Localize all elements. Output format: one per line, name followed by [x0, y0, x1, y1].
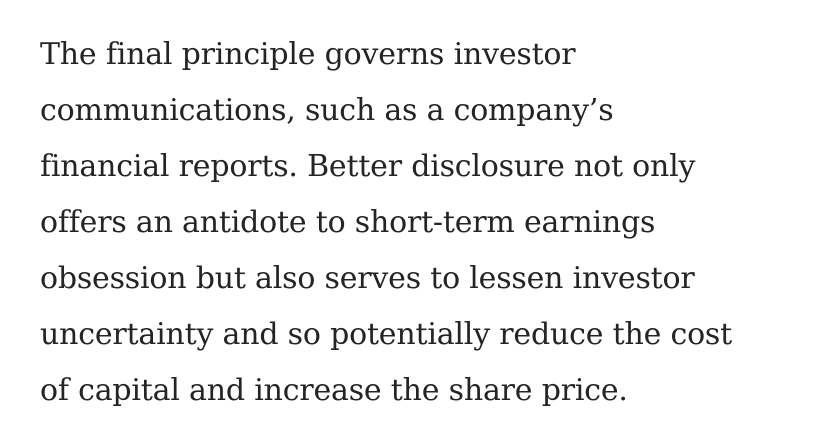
article-paragraph: The final principle governs investor com…	[40, 27, 820, 419]
paragraph-line: financial reports. Better disclosure not…	[40, 149, 696, 184]
paragraph-line: offers an antidote to short-term earning…	[40, 205, 656, 240]
paragraph-line: communications, such as a company’s	[40, 93, 614, 128]
paragraph-line: of capital and increase the share price.	[40, 373, 628, 408]
paragraph-line: uncertainty and so potentially reduce th…	[40, 317, 732, 352]
paragraph-line: The final principle governs investor	[40, 37, 576, 72]
paragraph-line: obsession but also serves to lessen inve…	[40, 261, 695, 296]
